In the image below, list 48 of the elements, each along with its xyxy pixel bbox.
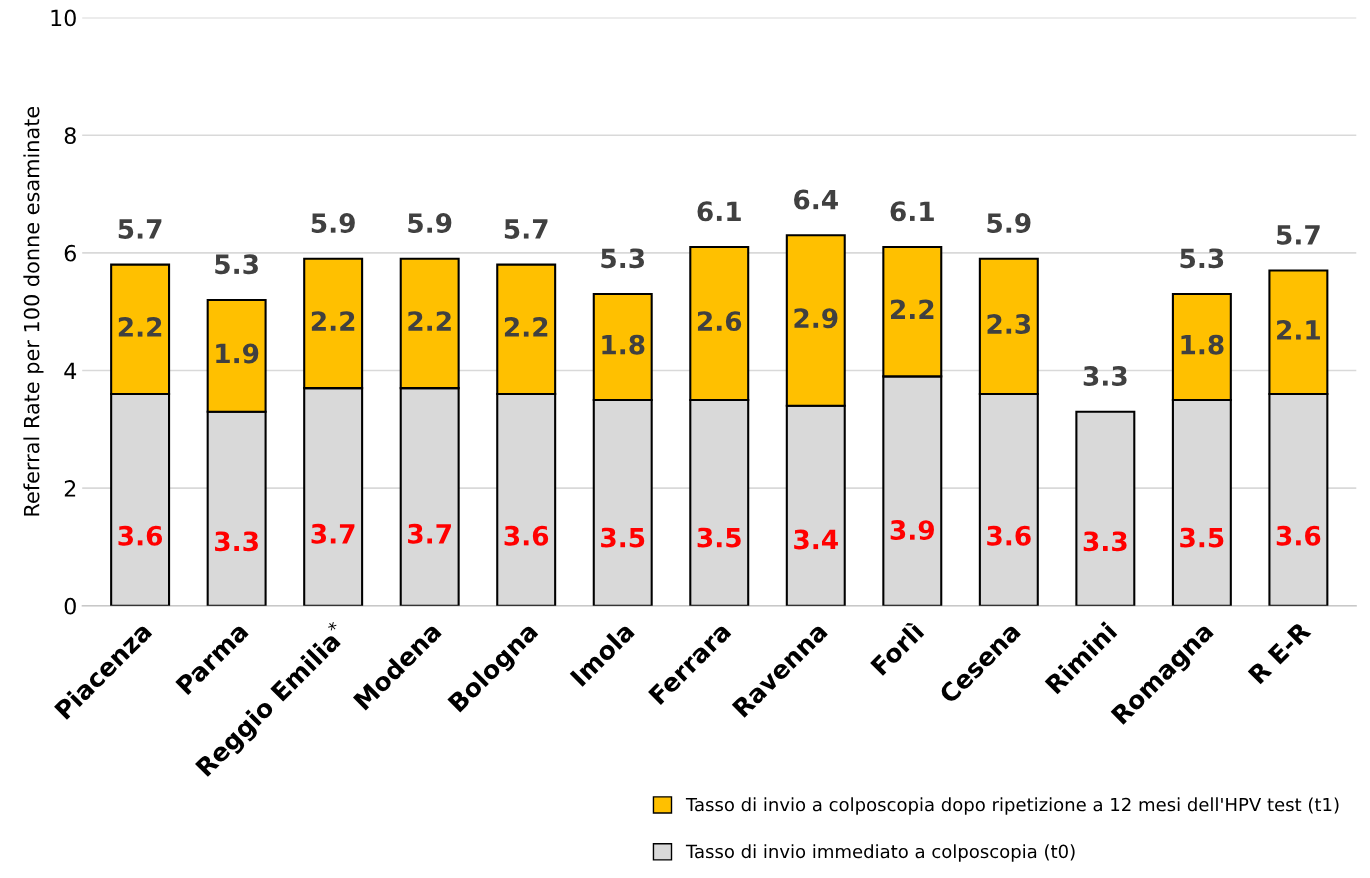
total-label: 5.7	[118, 219, 162, 239]
total-label: 5.7	[1277, 225, 1320, 245]
y-tick-label: 4	[64, 362, 77, 379]
data-label: 2.6	[697, 311, 742, 332]
data-label: 2.2	[118, 317, 162, 337]
total-label: 6.4	[794, 189, 838, 210]
data-label: 3.3	[1083, 531, 1127, 552]
data-label: 3.7	[408, 523, 451, 544]
data-label: 3.5	[697, 527, 741, 548]
total-label: 5.7	[504, 219, 548, 239]
data-label: 2.1	[1277, 319, 1320, 340]
data-label: 2.2	[891, 299, 934, 319]
y-tick-label: 8	[64, 127, 76, 144]
data-label: 3.5	[1180, 527, 1224, 548]
data-label: 3.7	[311, 523, 355, 544]
data-label: 3.6	[504, 525, 549, 546]
data-label: 3.6	[118, 525, 163, 546]
data-label: 1.9	[216, 343, 259, 364]
y-tick-label: 6	[64, 244, 76, 262]
y-axis-title: Referral Rate per 100 donne esaminate	[23, 106, 44, 516]
data-label: 3.6	[987, 525, 1031, 546]
total-label: 6.1	[697, 201, 741, 222]
y-tick-label: 0	[64, 597, 76, 615]
total-label: 5.9	[408, 213, 452, 234]
data-label: 2.3	[987, 314, 1031, 335]
total-label: 5.3	[215, 254, 258, 275]
total-label: 5.9	[987, 213, 1031, 234]
data-label: 2.9	[794, 308, 838, 329]
legend-label: Tasso di invio immediato a colposcopia (t0)	[685, 844, 1075, 862]
data-label: 3.9	[890, 520, 934, 541]
data-label: 2.2	[408, 311, 451, 331]
data-label: 2.2	[311, 311, 355, 331]
data-label: 1.8	[1181, 334, 1224, 355]
total-label: 6.1	[890, 201, 934, 222]
x-tick-label: R E-R	[1247, 620, 1312, 685]
total-label: 5.3	[1180, 248, 1224, 269]
legend-label: Tasso di invio a colposcopia dopo ripetizione a 12 mesi dell'HPV test (t1)	[685, 797, 1339, 815]
data-label: 3.3	[215, 531, 258, 552]
total-label: 5.9	[311, 213, 355, 234]
data-label: 3.4	[794, 529, 838, 550]
total-label: 5.3	[601, 248, 644, 269]
data-label: 3.5	[601, 527, 645, 548]
y-tick-label: 10	[51, 9, 76, 27]
data-label: 3.6	[1276, 525, 1321, 546]
y-tick-label: 2	[64, 480, 76, 497]
total-label: 3.3	[1083, 366, 1127, 386]
data-label: 1.8	[602, 334, 645, 355]
data-label: 2.2	[504, 317, 548, 337]
